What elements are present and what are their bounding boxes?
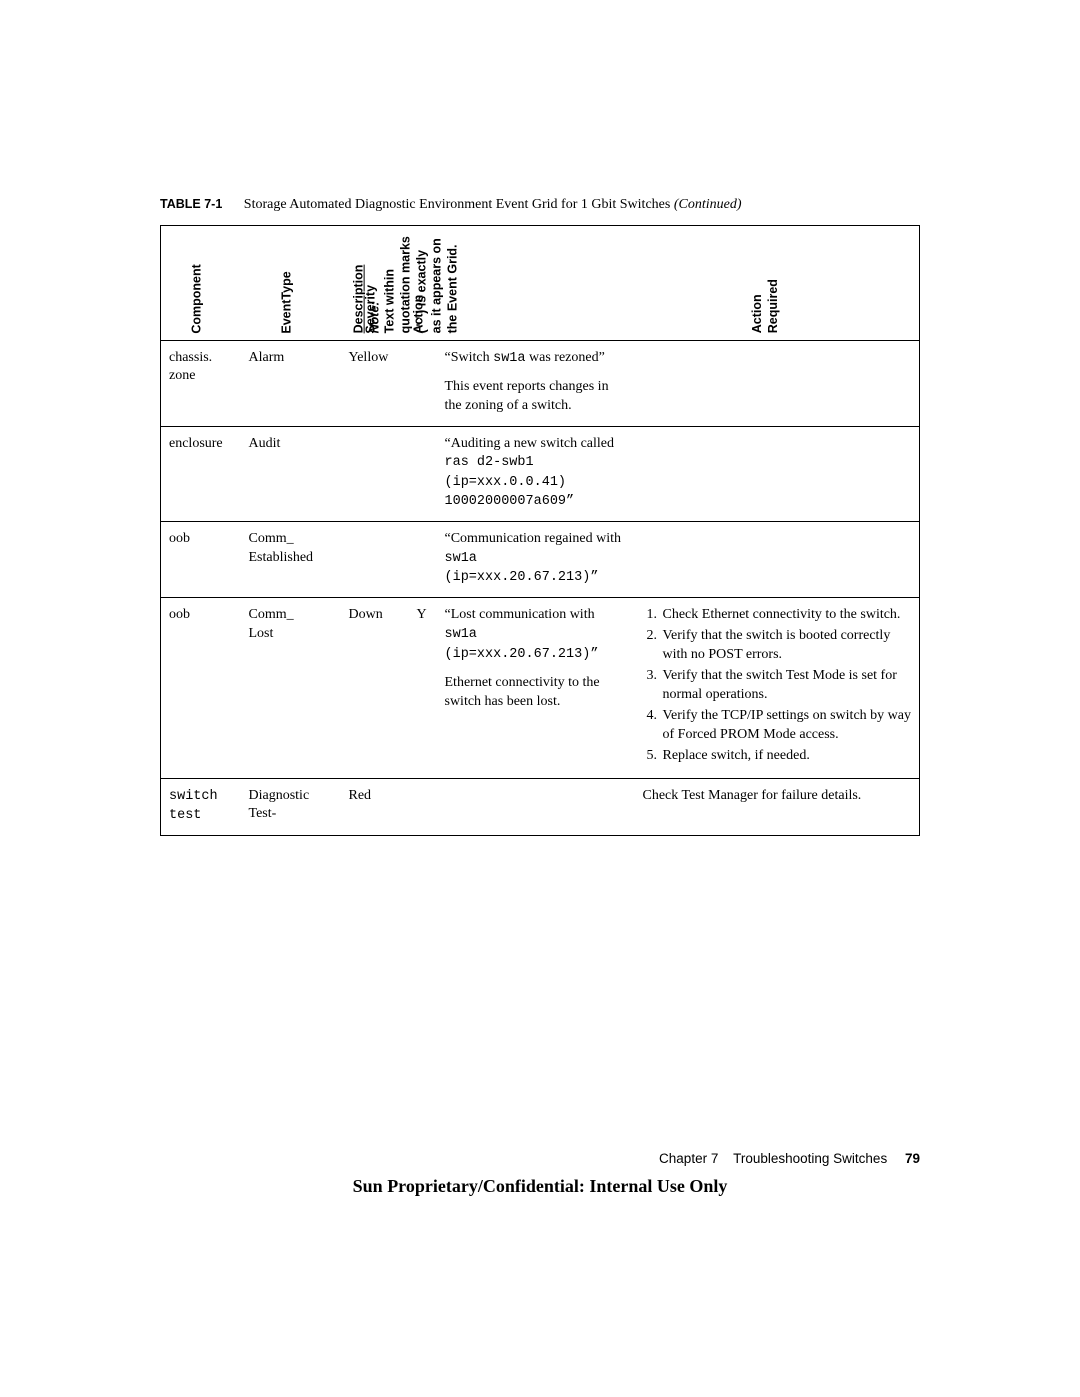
cell-severity: Red: [341, 778, 409, 835]
cell-action: [409, 522, 437, 598]
cell-severity: [341, 522, 409, 598]
cell-description: [437, 778, 635, 835]
table-row: oobComm_Established “Communication regain…: [161, 522, 920, 598]
table-row: enclosureAudit “Auditing a new switch cal…: [161, 426, 920, 522]
cell-description: “Lost communication with sw1a(ip=xxx.20.…: [437, 598, 635, 778]
action-required-list: Check Ethernet connectivity to the switc…: [643, 606, 914, 765]
th-action-required-l1: Action: [750, 295, 764, 334]
action-required-item: Verify the TCP/IP settings on switch by …: [661, 707, 914, 745]
footer-meta: Chapter 7 Troubleshooting Switches 79: [160, 1151, 920, 1166]
cell-eventtype: Alarm: [241, 340, 341, 426]
footer-confidential: Sun Proprietary/Confidential: Internal U…: [160, 1176, 920, 1197]
cell-severity: [341, 426, 409, 522]
cell-action-required: Check Ethernet connectivity to the switc…: [635, 598, 920, 778]
cell-action-required: [635, 426, 920, 522]
cell-eventtype: DiagnosticTest-: [241, 778, 341, 835]
th-description-note-body: Text within quotation marks (" ") is exa…: [382, 236, 459, 333]
cell-eventtype: Comm_Established: [241, 522, 341, 598]
table-row: switchtestDiagnosticTest-Red Check Test M…: [161, 778, 920, 835]
cell-component: chassis.zone: [161, 340, 241, 426]
table-row: chassis.zoneAlarmYellow “Switch sw1a was …: [161, 340, 920, 426]
th-description-block: Description Note: Text within quotation …: [351, 236, 460, 333]
event-grid-table: Component EventType Severity Action Desc…: [160, 225, 920, 836]
cell-description: “Auditing a new switch called ras d2-swb…: [437, 426, 635, 522]
header-row: Component EventType Severity Action Desc…: [161, 225, 920, 340]
cell-eventtype: Audit: [241, 426, 341, 522]
th-component-label: Component: [189, 264, 205, 333]
th-action-required-block: Action Required: [750, 279, 781, 333]
cell-severity: Down: [341, 598, 409, 778]
footer-chapter: Chapter 7: [659, 1151, 718, 1166]
footer-page-number: 79: [905, 1151, 920, 1166]
cell-component: enclosure: [161, 426, 241, 522]
page: TABLE 7-1 Storage Automated Diagnostic E…: [0, 0, 1080, 836]
cell-description: “Communication regained with sw1a(ip=xxx…: [437, 522, 635, 598]
cell-component: oob: [161, 598, 241, 778]
th-description-note-label: Note:: [367, 302, 381, 334]
action-required-item: Check Ethernet connectivity to the switc…: [661, 606, 914, 625]
th-eventtype: EventType: [241, 225, 341, 340]
action-required-item: Verify that the switch Test Mode is set …: [661, 667, 914, 705]
th-description-head: Description: [351, 265, 365, 334]
th-eventtype-label: EventType: [279, 271, 295, 333]
table-caption: TABLE 7-1 Storage Automated Diagnostic E…: [160, 195, 920, 215]
cell-component: switchtest: [161, 778, 241, 835]
caption-continued: (Continued): [674, 197, 742, 212]
th-action-required-l2: Required: [765, 279, 779, 333]
cell-action: [409, 426, 437, 522]
table-body: chassis.zoneAlarmYellow “Switch sw1a was …: [161, 340, 920, 835]
th-description: Description Note: Text within quotation …: [437, 225, 635, 340]
th-action-required: Action Required: [635, 225, 920, 340]
cell-action: [409, 778, 437, 835]
caption-label: TABLE 7-1: [160, 197, 222, 211]
cell-severity: Yellow: [341, 340, 409, 426]
page-footer: Chapter 7 Troubleshooting Switches 79 Su…: [0, 1151, 1080, 1197]
cell-action-required: Check Test Manager for failure details.: [635, 778, 920, 835]
cell-action: [409, 340, 437, 426]
cell-action-required: [635, 340, 920, 426]
table-row: oobComm_LostDownY“Lost communication wit…: [161, 598, 920, 778]
caption-text: Storage Automated Diagnostic Environment…: [244, 197, 674, 212]
footer-title: Troubleshooting Switches: [733, 1151, 887, 1166]
cell-description: “Switch sw1a was rezoned”This event repo…: [437, 340, 635, 426]
cell-action: Y: [409, 598, 437, 778]
action-required-item: Verify that the switch is booted correct…: [661, 627, 914, 665]
cell-action-required: [635, 522, 920, 598]
cell-eventtype: Comm_Lost: [241, 598, 341, 778]
action-required-item: Replace switch, if needed.: [661, 747, 914, 766]
cell-component: oob: [161, 522, 241, 598]
th-component: Component: [161, 225, 241, 340]
